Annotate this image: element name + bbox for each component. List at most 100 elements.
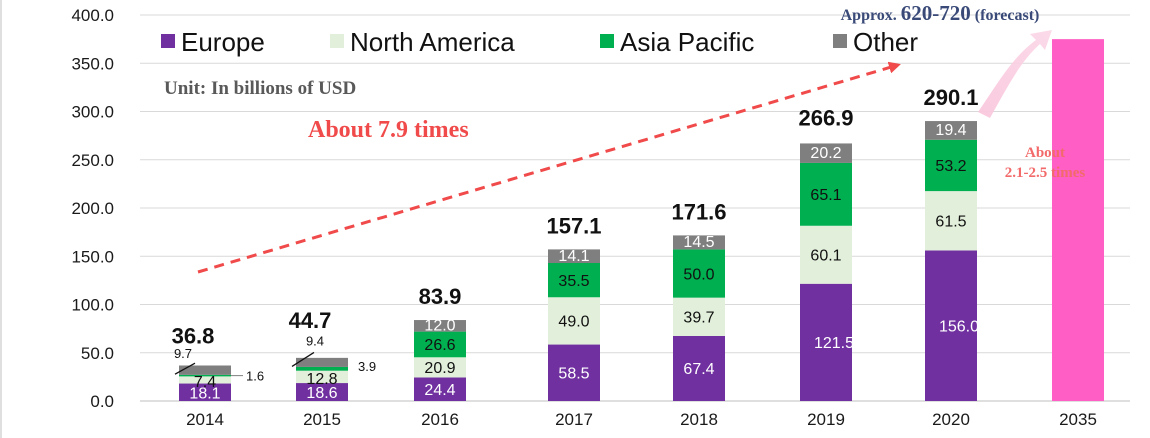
bar-segment-other [548, 249, 600, 264]
y-tick-label: 100.0 [71, 296, 114, 315]
segment-label-europe: 58.5 [558, 366, 589, 383]
x-tick-label: 2017 [555, 410, 593, 429]
growth2-annotation-line2: 2.1-2.5 times [1005, 165, 1086, 181]
segment-label-other: 14.1 [558, 248, 589, 265]
annotations: Unit: In billions of USD About 7.9 times A… [164, 1, 1086, 274]
bar-segment-asia-pacific [179, 374, 231, 377]
legend-swatch [600, 34, 614, 48]
growth-annotation: About 7.9 times [308, 117, 469, 143]
legend-item-other: Other [853, 27, 918, 57]
y-tick-label: 0.0 [90, 392, 114, 411]
y-tick-label: 250.0 [71, 151, 114, 170]
legend-swatch [330, 34, 344, 48]
bar-segment-asia-pacific [296, 366, 348, 371]
segment-label-asia-pacific: 53.2 [935, 158, 966, 175]
total-label: 157.1 [546, 213, 601, 238]
segment-label-europe: 156.0 [939, 318, 979, 335]
x-tick-label: 2035 [1059, 410, 1097, 429]
bar-segment-asia-pacific [800, 162, 852, 226]
segment-label-other: 9.7 [174, 346, 192, 361]
forecast-annotation: Approx. 620-720 (forecast) [841, 1, 1040, 25]
bar-segment-asia-pacific [548, 263, 600, 298]
bar-segment-asia-pacific [925, 139, 977, 192]
segment-label-asia-pacific: 50.0 [683, 266, 714, 283]
bar-segment-europe [179, 383, 231, 401]
segment-label-asia-pacific: 65.1 [810, 187, 841, 204]
x-tick-label: 2015 [303, 410, 341, 429]
y-tick-label: 300.0 [71, 103, 114, 122]
bar-segment-other [925, 121, 977, 140]
segment-label-other: 19.4 [935, 122, 966, 139]
segment-label-north-america: 39.7 [683, 310, 714, 327]
segment-label-europe: 18.1 [189, 385, 220, 402]
bar-segment-other [414, 320, 466, 332]
bar-segment-europe [296, 383, 348, 401]
bar-segment-other [800, 143, 852, 163]
segment-label-europe: 18.6 [306, 385, 337, 402]
bar-segment-other [179, 365, 231, 375]
bar-segment-other [673, 235, 725, 250]
bar-segment-north-america [179, 376, 231, 384]
segment-label-other: 20.2 [810, 145, 841, 162]
legend: Europe North America Asia Pacific Other [161, 27, 918, 57]
x-tick-label: 2019 [807, 410, 845, 429]
bar-segment-asia-pacific [673, 249, 725, 298]
segment-label-asia-pacific: 35.5 [558, 273, 589, 290]
legend-swatch [161, 34, 175, 48]
bar-segment-europe [925, 250, 977, 401]
bars [179, 39, 1104, 401]
total-label: 36.8 [172, 323, 215, 348]
bar-segment-north-america [548, 297, 600, 345]
segment-label-north-america: 20.9 [424, 360, 455, 377]
segment-label-europe: 24.4 [424, 382, 455, 399]
leader-line [291, 351, 315, 367]
data-labels: 24.4 20.9 26.6 12.0 58.5 49.0 35.5 14.1 67.4 39.7… [172, 85, 980, 402]
y-tick-label: 350.0 [71, 54, 114, 73]
total-label: 266.9 [798, 105, 853, 130]
bar-segment-north-america [800, 225, 852, 284]
bar-segment-europe [414, 377, 466, 401]
legend-item-north-america: North America [350, 27, 515, 57]
bar-segment-europe [673, 335, 725, 401]
legend-item-europe: Europe [181, 27, 265, 57]
segment-label-asia-pacific: 1.6 [246, 369, 264, 384]
bar-segment-asia-pacific [414, 331, 466, 358]
segment-label-asia-pacific: 3.9 [358, 359, 376, 374]
bar-segment-north-america [673, 297, 725, 336]
x-tick-label: 2020 [932, 410, 970, 429]
gridlines [140, 14, 1130, 354]
y-tick-label: 50.0 [81, 344, 114, 363]
x-tick-label: 2016 [421, 410, 459, 429]
segment-label-other: 14.5 [683, 234, 714, 251]
leader-line [174, 362, 196, 375]
segment-label-europe: 67.4 [683, 361, 714, 378]
y-tick-label: 400.0 [71, 6, 114, 25]
forecast-bar-2035 [1052, 39, 1104, 401]
segment-label-north-america: 7.4 [194, 374, 216, 391]
unit-annotation: Unit: In billions of USD [164, 78, 356, 99]
total-label: 290.1 [923, 85, 978, 110]
legend-item-asia-pacific: Asia Pacific [620, 27, 754, 57]
bar-segment-north-america [296, 370, 348, 384]
segment-label-other: 9.4 [306, 333, 324, 348]
segment-label-europe: 121.5 [814, 335, 854, 352]
segment-label-north-america: 12.8 [306, 371, 337, 388]
total-label: 83.9 [419, 284, 462, 309]
x-tick-label: 2018 [680, 410, 718, 429]
growth2-annotation-line1: About [1025, 145, 1065, 161]
growth-arrow [197, 61, 901, 274]
segment-label-north-america: 49.0 [558, 314, 589, 331]
x-tick-label: 2014 [186, 410, 224, 429]
forecast-arrow [978, 30, 1052, 118]
bar-segment-europe [800, 283, 852, 401]
bar-segment-europe [548, 344, 600, 401]
segment-label-north-america: 60.1 [810, 248, 841, 265]
y-tick-label: 200.0 [71, 199, 114, 218]
segment-label-other: 12.0 [424, 318, 455, 335]
legend-swatch [833, 34, 847, 48]
bar-segment-other [296, 357, 348, 367]
segment-label-north-america: 61.5 [935, 214, 966, 231]
segment-label-asia-pacific: 26.6 [424, 337, 455, 354]
